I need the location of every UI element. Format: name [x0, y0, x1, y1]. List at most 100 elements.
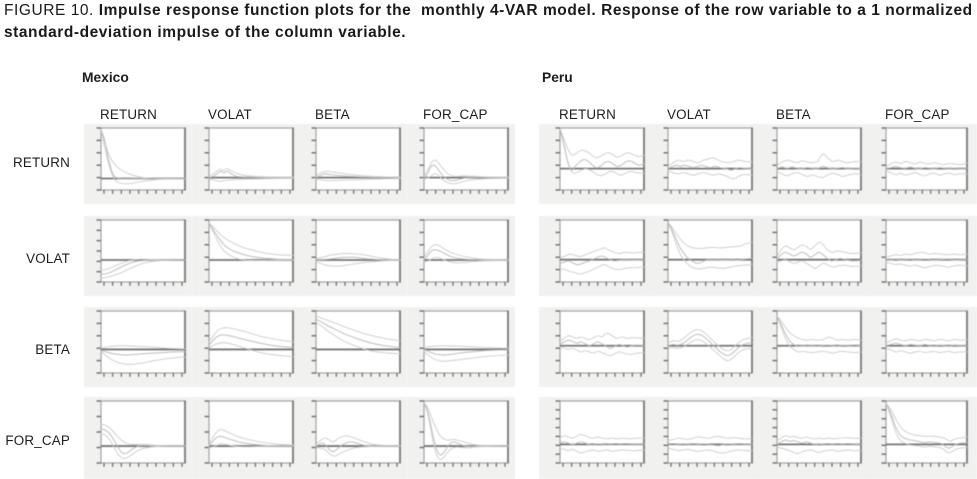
irf-lower-band: [885, 403, 968, 454]
irf-plot-svg: [539, 124, 651, 204]
irf-plot-svg: [299, 307, 407, 387]
irf-upper-band: [776, 153, 862, 166]
irf-upper-band: [315, 252, 401, 261]
irf-plot-mexico-volat-to-beta: [192, 307, 300, 387]
plot-frame: [776, 310, 862, 374]
irf-plot-svg: [756, 124, 868, 204]
irf-plot-mexico-beta-to-volat: [299, 216, 407, 296]
irf-center-line: [423, 164, 509, 182]
group-label-mexico: Mexico: [82, 70, 129, 85]
irf-center-line: [776, 251, 862, 262]
irf-plot-svg: [84, 397, 192, 479]
irf-lower-band: [100, 432, 186, 460]
plot-frame: [885, 219, 968, 283]
irf-upper-band: [208, 168, 294, 178]
irf-lower-band: [100, 129, 186, 185]
irf-plot-peru-return-to-for_cap: [539, 397, 651, 479]
irf-plot-mexico-return-to-volat: [84, 216, 192, 296]
irf-upper-band: [423, 402, 509, 447]
irf-plot-svg: [192, 124, 300, 204]
irf-center-line: [208, 222, 294, 261]
irf-plot-mexico-volat-to-return: [192, 124, 300, 204]
irf-lower-band: [776, 259, 862, 269]
irf-plot-peru-volat-to-beta: [647, 307, 759, 387]
irf-lower-band: [885, 170, 968, 177]
irf-plot-svg: [299, 124, 407, 204]
irf-plot-svg: [756, 216, 868, 296]
irf-center-line: [100, 129, 186, 180]
plot-frame: [100, 310, 186, 374]
irf-center-line: [100, 259, 186, 276]
irf-upper-band: [423, 345, 509, 349]
irf-lower-band: [776, 170, 862, 179]
irf-center-line: [423, 249, 509, 261]
irf-center-line: [776, 315, 862, 347]
irf-upper-band: [423, 159, 509, 178]
group-label-peru: Peru: [542, 70, 573, 85]
irf-plot-svg: [299, 216, 407, 296]
plot-frame: [885, 310, 968, 374]
irf-upper-band: [559, 247, 645, 259]
irf-center-line: [885, 258, 968, 261]
irf-plot-svg: [865, 216, 977, 296]
irf-plot-peru-for_cap-to-beta: [865, 307, 977, 387]
irf-plot-svg: [647, 397, 759, 479]
irf-center-line: [885, 165, 968, 170]
irf-plot-svg: [539, 307, 651, 387]
irf-plot-mexico-beta-to-for_cap: [299, 397, 407, 479]
irf-plot-svg: [84, 124, 192, 204]
irf-plot-svg: [407, 216, 515, 296]
col-header-mexico-for_cap: FOR_CAP: [423, 106, 488, 122]
plot-frame: [208, 400, 294, 464]
irf-upper-band: [885, 251, 968, 258]
irf-lower-band: [208, 342, 294, 358]
irf-center-line: [208, 170, 294, 179]
irf-plot-peru-return-to-return: [539, 124, 651, 204]
irf-plot-svg: [192, 397, 300, 479]
plot-frame: [423, 219, 509, 283]
row-label-volat: VOLAT: [26, 250, 70, 266]
caption-line-2: standard-deviation impulse of the column…: [4, 23, 407, 41]
irf-plot-svg: [539, 216, 651, 296]
irf-plot-svg: [865, 124, 977, 204]
irf-upper-band: [100, 424, 186, 447]
irf-plot-mexico-return-to-beta: [84, 307, 192, 387]
plot-frame: [885, 127, 968, 191]
irf-lower-band: [423, 256, 509, 264]
irf-lower-band: [208, 443, 294, 448]
plot-frame: [559, 127, 645, 191]
irf-center-line: [559, 339, 645, 349]
col-header-mexico-beta: BETA: [315, 106, 350, 122]
row-label-for_cap: FOR_CAP: [5, 433, 70, 448]
plot-frame: [776, 400, 862, 464]
irf-center-line: [776, 439, 862, 446]
irf-plot-svg: [539, 397, 651, 479]
irf-plot-mexico-return-to-return: [84, 124, 192, 204]
irf-upper-band: [885, 338, 968, 344]
col-header-mexico-volat: VOLAT: [208, 106, 252, 122]
irf-plot-peru-volat-to-volat: [647, 216, 759, 296]
plot-frame: [559, 400, 645, 464]
figure-caption: FIGURE 10. Impulse response function plo…: [4, 0, 977, 43]
irf-plot-svg: [407, 307, 515, 387]
row-label-return: RETURN: [13, 155, 70, 170]
row-label-beta: BETA: [35, 341, 70, 357]
irf-plot-svg: [84, 216, 192, 296]
irf-lower-band: [100, 351, 186, 365]
irf-plot-peru-beta-to-volat: [756, 216, 868, 296]
irf-lower-band: [315, 321, 401, 355]
irf-lower-band: [423, 173, 509, 185]
col-header-peru-volat: VOLAT: [667, 106, 711, 122]
irf-upper-band: [559, 332, 645, 343]
irf-plot-svg: [647, 307, 759, 387]
irf-plot-peru-return-to-volat: [539, 216, 651, 296]
irf-lower-band: [667, 339, 753, 362]
caption-text-1: Impulse response function plots for the …: [98, 2, 973, 19]
irf-lower-band: [315, 445, 401, 457]
irf-center-line: [559, 441, 645, 446]
irf-center-line: [559, 128, 645, 171]
irf-lower-band: [208, 222, 294, 262]
irf-lower-band: [315, 178, 401, 182]
irf-upper-band: [100, 345, 186, 350]
irf-upper-band: [667, 435, 753, 442]
